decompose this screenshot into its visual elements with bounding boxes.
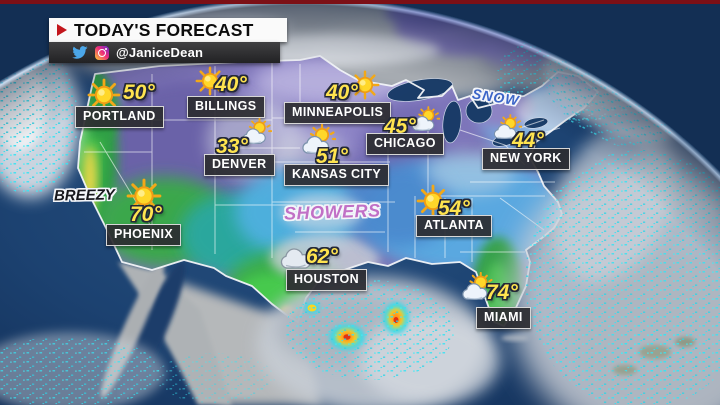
social-handle: @JaniceDean <box>116 45 204 60</box>
city-label: BILLINGS <box>187 96 265 118</box>
city-label: PHOENIX <box>106 224 182 246</box>
instagram-icon <box>95 45 109 60</box>
city-label: KANSAS CITY <box>284 164 390 186</box>
city-label: MIAMI <box>476 307 531 329</box>
temperature: 50° <box>123 81 155 104</box>
city-label: PORTLAND <box>75 106 164 128</box>
top-red-strip <box>0 0 720 4</box>
city-label: DENVER <box>204 154 275 176</box>
annotation-snow: SNOW <box>471 85 521 109</box>
temperature: 70° <box>130 203 162 226</box>
temperature: 40° <box>326 81 358 104</box>
city-label: ATLANTA <box>416 215 492 237</box>
twitter-icon <box>72 46 88 59</box>
annotation-showers: SHOWERS <box>283 200 381 224</box>
title-bar: TODAY'S FORECAST <box>49 18 287 42</box>
play-triangle-icon <box>57 24 67 36</box>
city-label: CHICAGO <box>366 133 444 155</box>
city-label: MINNEAPOLIS <box>284 102 392 124</box>
temperature: 40° <box>215 73 247 96</box>
temperature: 62° <box>306 245 338 268</box>
temperature: 74° <box>486 281 518 304</box>
annotation-breezy: BREEZY <box>53 186 115 205</box>
social-bar: @JaniceDean <box>49 42 280 63</box>
page-title: TODAY'S FORECAST <box>74 19 254 40</box>
city-label: NEW YORK <box>482 148 570 170</box>
city-label: HOUSTON <box>286 269 368 291</box>
